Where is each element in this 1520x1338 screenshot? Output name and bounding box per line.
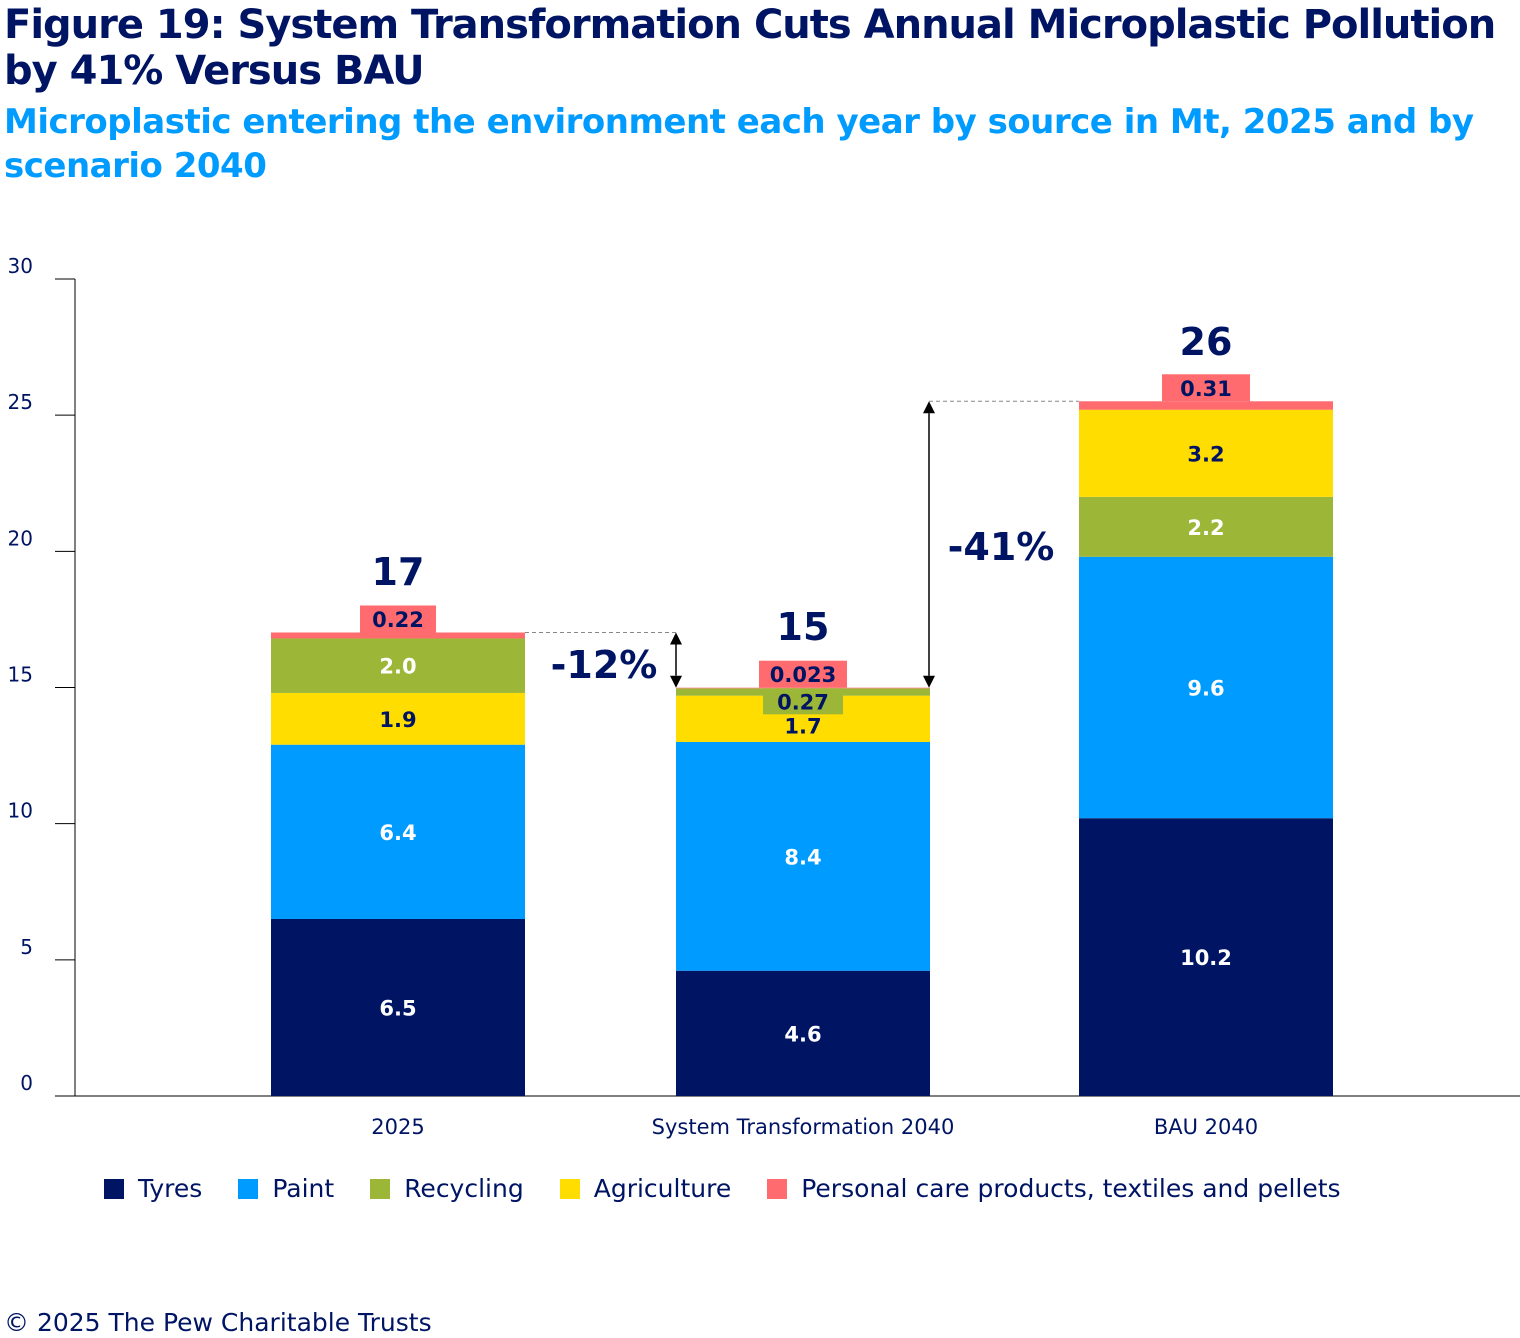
chart-title: Figure 19: System Transformation Cuts An… (4, 2, 1496, 94)
y-tick-label: 5 (20, 935, 33, 959)
segment-value-label: 8.4 (784, 845, 821, 869)
legend-swatch (370, 1178, 391, 1199)
segment-value-label: 0.31 (1180, 377, 1232, 401)
segment-value-label: 0.22 (372, 608, 424, 632)
bar-segment-paint (1079, 556, 1333, 819)
legend-swatch (238, 1178, 259, 1199)
legend-swatch (559, 1178, 580, 1199)
segment-value-label: 3.2 (1187, 442, 1224, 466)
bar-label-tab (759, 660, 847, 688)
bar-total-label: 17 (372, 550, 425, 594)
legend: Tyres Paint Recycling Agriculture Personal c… (104, 1174, 1377, 1203)
segment-value-label: 2.2 (1187, 516, 1224, 540)
copyright: © 2025 The Pew Charitable Trusts (4, 1308, 432, 1337)
change-annotation: -41% (948, 525, 1055, 569)
bar-segment-tyres (271, 918, 525, 1096)
legend-swatch (104, 1178, 124, 1199)
bar-segment-recycling (1079, 496, 1333, 557)
bar-label-tab (763, 688, 843, 715)
bar-segment-personal (1079, 401, 1333, 410)
bar-segment-personal (676, 687, 930, 689)
bar-segment-agriculture (271, 692, 525, 745)
change-annotation: -12% (551, 643, 658, 687)
bar-segment-paint (676, 741, 930, 971)
legend-item: Personal care products, textiles and pel… (767, 1174, 1341, 1203)
bar-segment-tyres (676, 970, 930, 1096)
segment-value-label: 9.6 (1187, 677, 1224, 701)
legend-label: Agriculture (593, 1174, 732, 1203)
bar-segment-recycling (271, 638, 525, 693)
legend-item: Agriculture (559, 1174, 732, 1203)
segment-value-label: 0.023 (770, 663, 836, 687)
segment-value-label: 2.0 (379, 655, 416, 679)
y-tick-label: 10 (8, 799, 33, 823)
bar-label-tab (1162, 374, 1250, 402)
legend-label: Tyres (138, 1174, 203, 1203)
y-tick-label: 0 (20, 1071, 33, 1095)
x-tick-label: 2025 (371, 1115, 424, 1139)
segment-value-label: 6.5 (379, 996, 416, 1020)
legend-label: Personal care products, textiles and pel… (801, 1174, 1341, 1203)
legend-label: Paint (272, 1174, 335, 1203)
legend-swatch (767, 1178, 788, 1199)
segment-value-label: 4.6 (784, 1022, 821, 1046)
legend-item: Recycling (370, 1174, 524, 1203)
bar-segment-tyres (1079, 818, 1333, 1096)
chart-subtitle: Microplastic entering the environment ea… (4, 102, 1474, 186)
x-tick-label: System Transformation 2040 (652, 1115, 955, 1139)
segment-value-label: 10.2 (1180, 946, 1232, 970)
segment-value-label: 1.7 (784, 714, 821, 738)
bar-segment-agriculture (1079, 409, 1333, 497)
bar-segment-personal (271, 632, 525, 639)
bar-total-label: 26 (1180, 320, 1233, 364)
bar-segment-paint (271, 744, 525, 919)
y-tick-label: 30 (8, 254, 33, 278)
y-tick-label: 20 (8, 526, 33, 550)
arrowhead-icon (670, 632, 682, 688)
bar-total-label: 15 (777, 605, 830, 649)
segment-value-label: 0.27 (777, 690, 829, 714)
y-tick-label: 25 (8, 390, 33, 414)
legend-item: Paint (238, 1174, 334, 1203)
chart-header: Figure 19: System Transformation Cuts An… (4, 2, 1514, 188)
legend-item: Tyres (104, 1174, 202, 1203)
bar-label-tab (360, 605, 436, 633)
stacked-bar-chart: 05101520253020256.56.41.92.00.2217System… (8, 254, 1520, 1139)
y-tick-label: 15 (8, 663, 33, 687)
segment-value-label: 6.4 (379, 821, 416, 845)
legend-label: Recycling (404, 1174, 524, 1203)
x-tick-label: BAU 2040 (1154, 1115, 1258, 1139)
segment-value-label: 1.9 (379, 708, 416, 732)
